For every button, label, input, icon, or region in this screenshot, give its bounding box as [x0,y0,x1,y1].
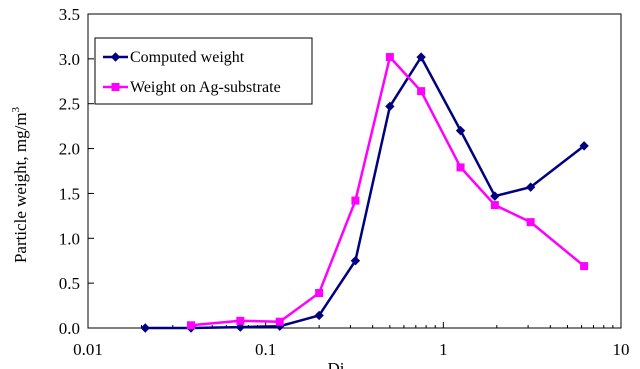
data-point-computed-weight [579,141,589,151]
legend-box [94,37,313,105]
y-tick-label: 1.5 [59,184,80,203]
data-series [140,52,589,333]
series-line-computed-weight [145,54,585,330]
y-tick-label: 3.0 [59,50,80,69]
plot-frame [87,13,622,329]
legend: Computed weight Weight on Ag-substrate [94,37,313,105]
data-point-computed-weight [455,125,466,136]
legend-item-ag-substrate-weight: Weight on Ag-substrate [103,79,281,96]
y-axis-title: Particle weight, mg/m3 [10,106,30,263]
x-tick-label: 1 [439,340,448,359]
y-axis-title-superscript: 3 [10,106,22,112]
y-axis-ticks: 0.0 0.5 1.0 1.5 2.0 2.5 3.0 3.5 [59,5,94,338]
y-tick-label: 1.0 [59,229,80,248]
data-point-computed-weight [314,310,324,321]
y-tick-label: 2.0 [59,140,80,159]
y-axis-title-main: Particle weight, mg/m [11,112,30,263]
data-point-computed-weight [140,323,150,333]
x-tick-label: 0.1 [255,340,276,359]
data-point-ag-substrate-weight [456,163,465,172]
data-point-computed-weight [525,182,536,192]
data-point-ag-substrate-weight [236,316,245,325]
data-point-ag-substrate-weight [351,196,360,205]
x-axis-title: Di [328,359,345,369]
legend-item-computed-weight: Computed weight [103,49,245,66]
data-point-ag-substrate-weight [417,87,426,96]
data-point-ag-substrate-weight [580,262,589,271]
data-point-computed-weight [235,322,246,332]
y-tick-label: 2.5 [59,95,80,114]
data-point-ag-substrate-weight [385,53,394,62]
legend-label: Weight on Ag-substrate [130,79,281,96]
legend-swatch-marker [111,83,120,91]
data-point-computed-weight [416,52,426,62]
data-point-ag-substrate-weight [275,317,284,326]
data-point-ag-substrate-weight [187,321,196,330]
data-point-computed-weight [385,101,395,112]
x-tick-label: 0.01 [73,340,103,359]
legend-label: Computed weight [130,49,245,66]
y-tick-label: 0.5 [59,274,80,293]
legend-swatch-marker [110,52,121,62]
series-ag-substrate-weight [187,53,589,330]
data-point-computed-weight [350,256,361,266]
y-tick-label: 3.5 [59,5,80,24]
data-point-ag-substrate-weight [315,289,324,298]
x-tick-label: 10 [613,340,630,359]
y-tick-label: 0.0 [59,319,80,338]
data-point-ag-substrate-weight [526,218,535,227]
data-point-ag-substrate-weight [490,201,499,210]
data-point-computed-weight [490,191,500,201]
